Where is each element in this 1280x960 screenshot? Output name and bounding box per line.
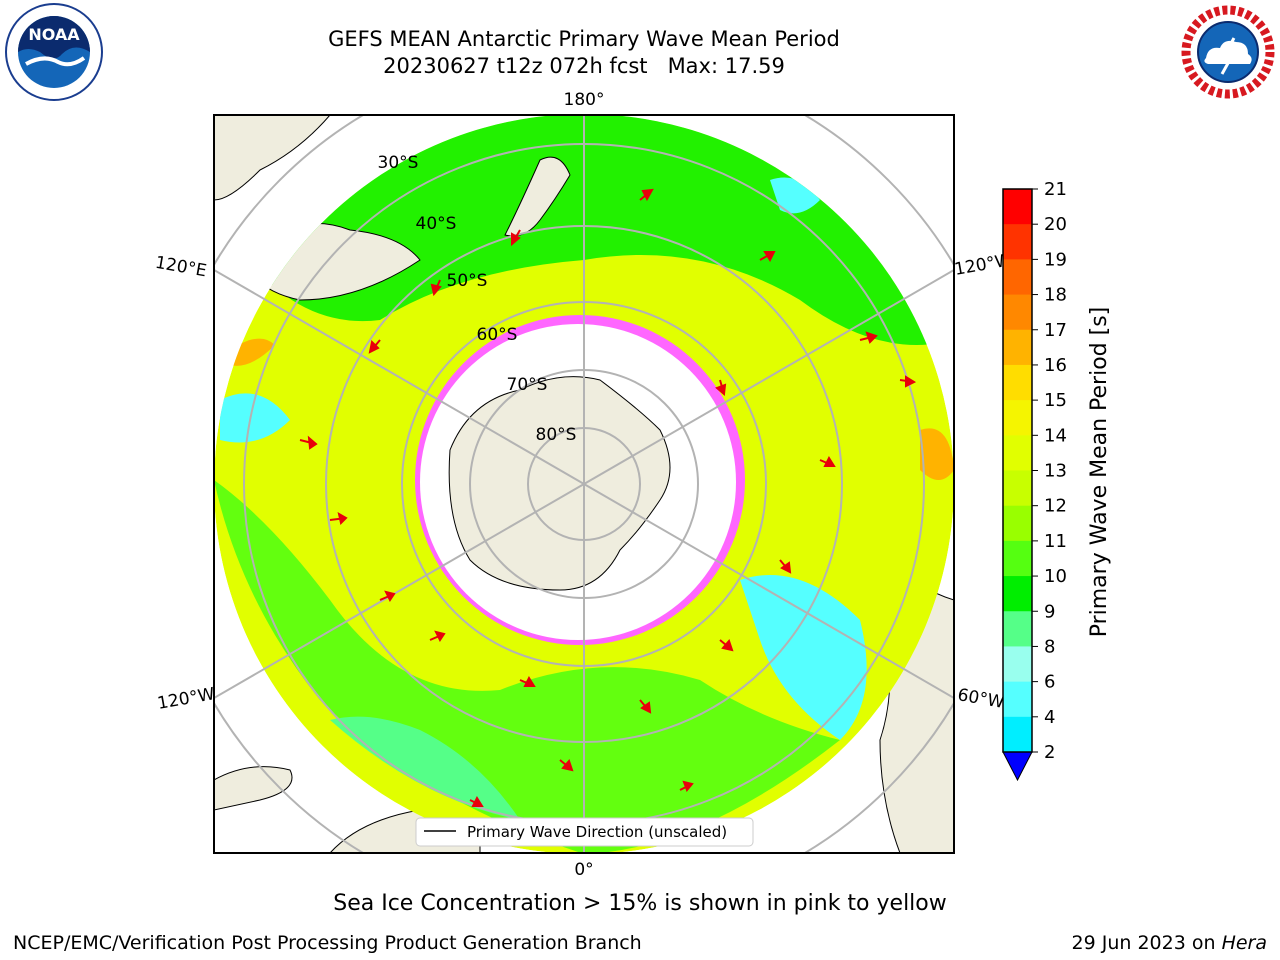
footer-right: 29 Jun 2023 on Hera [1072,932,1268,954]
colorbar-segment [1003,540,1032,577]
colorbar-segment [1003,505,1032,542]
lat-label-60s: 60°S [477,325,518,345]
noaa-logo: NOAA [5,3,103,101]
colorbar-tick-label: 9 [1044,601,1055,622]
colorbar-label: Primary Wave Mean Period [s] [1087,307,1112,638]
lon-label-180: 180° [564,90,605,110]
colorbar-tick-label: 4 [1044,707,1055,728]
colorbar-tick-label: 12 [1044,496,1067,517]
footer-left: NCEP/EMC/Verification Post Processing Pr… [13,932,642,954]
colorbar-tick-label: 13 [1044,461,1067,482]
colorbar-segment [1003,646,1032,683]
legend-box [415,817,754,847]
land-corner-tl [214,115,331,201]
colorbar-tick-label: 15 [1044,390,1067,411]
colorbar-tick-label: 14 [1044,425,1067,446]
colorbar-segment [1003,611,1032,647]
colorbar-extend-arrow [1002,751,1033,782]
lon-label-0: 0° [574,860,593,880]
colorbar-segment [1003,294,1032,331]
colorbar-tick-label: 18 [1044,285,1067,306]
colorbar-segment [1003,470,1032,507]
lat-label-30s: 30°S [378,153,419,173]
colorbar-segment [1003,259,1032,296]
colorbar-segment [1003,435,1032,471]
colorbar-segment [1003,224,1032,260]
colorbar-tick-label: 8 [1044,636,1055,657]
chart-subtitle: 20230627 t12z 072h fcst Max: 17.59 [383,54,785,78]
land-corner-bl [214,766,293,811]
lat-label-70s: 70°S [507,375,548,395]
colorbar-frame [1002,188,1033,753]
wave-direction-arrows [299,188,917,807]
colorbar-tick-label: 20 [1044,214,1067,235]
colorbar-segment [1003,364,1032,401]
noaa-logo-text: NOAA [28,25,80,44]
colorbar-tick-label: 16 [1044,355,1067,376]
footer-date: 29 Jun 2023 on [1071,932,1216,954]
colorbar-tick-label: 17 [1044,320,1067,341]
land-antarctica [448,376,671,591]
legend-label: Primary Wave Direction (unscaled) [467,823,727,841]
map-frame [213,114,955,854]
colorbar-segment [1003,576,1032,612]
colorbar-tick-label: 2 [1044,742,1055,763]
chart-title: GEFS MEAN Antarctic Primary Wave Mean Pe… [328,27,840,51]
colorbar-segment [1003,681,1032,718]
colorbar-segment [1003,189,1032,225]
colorbar-tick-label: 6 [1044,672,1055,693]
colorbar-segment [1003,400,1032,436]
colorbar-segment [1003,716,1032,753]
colorbar-tick-label: 10 [1044,566,1067,587]
colorbar-tick-label: 21 [1044,179,1067,200]
sea-ice-caption: Sea Ice Concentration > 15% is shown in … [333,891,947,916]
footer-host: Hera [1221,932,1267,954]
colorbar-tick-label: 11 [1044,531,1067,552]
lat-label-80s: 80°S [536,425,577,445]
lat-label-40s: 40°S [416,214,457,234]
colorbar-tick-label: 19 [1044,249,1067,270]
colorbar-segment [1003,329,1032,366]
nws-logo [1180,4,1276,100]
lat-label-50s: 50°S [447,271,488,291]
land-new-zealand [504,156,571,237]
